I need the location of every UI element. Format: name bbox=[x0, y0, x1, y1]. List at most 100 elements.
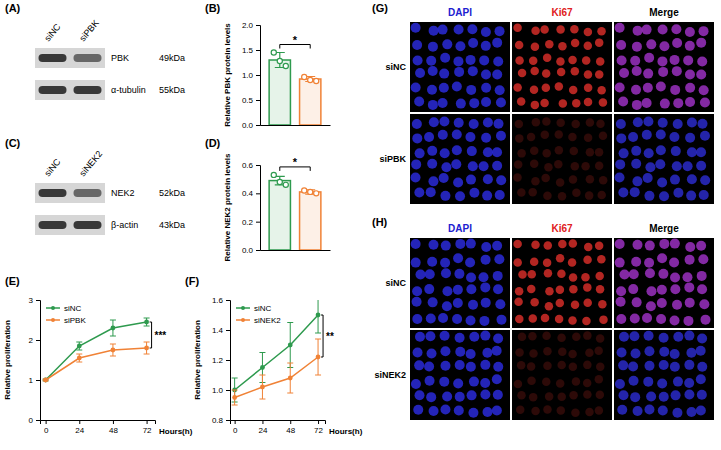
nucleus bbox=[492, 161, 502, 171]
nucleus bbox=[586, 148, 595, 157]
nucleus bbox=[596, 334, 605, 343]
nucleus bbox=[558, 42, 567, 51]
nucleus bbox=[630, 187, 640, 197]
nucleus bbox=[515, 134, 524, 143]
band bbox=[39, 221, 67, 229]
nucleus bbox=[481, 41, 491, 51]
nucleus bbox=[670, 272, 680, 282]
tick: 0.0 bbox=[242, 246, 260, 255]
plot-area bbox=[43, 318, 150, 382]
lane-label: siNC bbox=[42, 157, 63, 179]
tick-mark bbox=[113, 420, 114, 424]
data-point bbox=[302, 74, 307, 79]
nucleus bbox=[696, 161, 706, 171]
nucleus bbox=[569, 175, 578, 184]
lane-label: siNEK2 bbox=[77, 149, 104, 178]
nucleus bbox=[424, 132, 434, 142]
nucleus bbox=[697, 333, 707, 343]
nucleus bbox=[583, 379, 592, 388]
tick-label: 0.5 bbox=[242, 96, 254, 105]
nucleus bbox=[632, 297, 642, 307]
nucleus bbox=[619, 68, 629, 78]
nucleus bbox=[584, 98, 593, 107]
nucleus bbox=[440, 53, 450, 63]
nucleus bbox=[672, 408, 682, 418]
nucleus bbox=[455, 333, 465, 343]
nucleus bbox=[569, 239, 578, 248]
nucleus bbox=[646, 286, 656, 296]
nucleus bbox=[556, 286, 565, 295]
micrograph-bg bbox=[410, 238, 510, 328]
nucleus bbox=[644, 148, 654, 158]
tick-mark bbox=[36, 380, 40, 381]
nucleus bbox=[544, 163, 553, 172]
nucleus bbox=[492, 70, 502, 80]
tick-mark bbox=[226, 420, 230, 421]
image-grid: DAPIKi67MergesiNCsiNEK2 bbox=[374, 223, 714, 420]
tick: 0.2 bbox=[242, 218, 260, 227]
nucleus bbox=[615, 23, 625, 33]
tick-label: 1.4 bbox=[212, 326, 224, 335]
error-bar bbox=[76, 354, 82, 362]
nucleus bbox=[530, 257, 539, 266]
tick-label: 0 bbox=[233, 426, 238, 435]
nucleus bbox=[494, 254, 504, 264]
nucleus bbox=[657, 298, 667, 308]
nucleus bbox=[414, 360, 424, 370]
tick: 1.0 bbox=[242, 71, 260, 80]
data-point bbox=[314, 191, 319, 196]
tick: 1.5 bbox=[242, 46, 260, 55]
bar bbox=[269, 60, 290, 125]
data-point bbox=[314, 78, 319, 83]
series-line bbox=[46, 322, 147, 380]
tick-mark bbox=[256, 222, 260, 223]
nucleus bbox=[696, 38, 706, 48]
data-point bbox=[271, 50, 276, 55]
tick-label: 0.2 bbox=[242, 218, 254, 227]
tick-mark bbox=[79, 420, 80, 424]
nucleus bbox=[697, 56, 707, 66]
nucleus bbox=[425, 376, 435, 386]
nucleus bbox=[531, 407, 540, 416]
nucleus bbox=[670, 175, 680, 185]
significance-label: ** bbox=[326, 331, 334, 342]
nucleus bbox=[492, 241, 502, 251]
panel-letter: (B) bbox=[205, 2, 221, 14]
nucleus bbox=[586, 118, 595, 127]
nucleus bbox=[696, 147, 706, 157]
nucleus bbox=[527, 285, 536, 294]
nucleus bbox=[469, 119, 479, 129]
nucleus bbox=[415, 148, 425, 158]
nucleus bbox=[452, 129, 462, 139]
nucleus bbox=[617, 55, 627, 65]
nucleus bbox=[618, 360, 628, 370]
nucleus bbox=[633, 406, 643, 416]
column-label: DAPI bbox=[448, 7, 472, 18]
nucleus bbox=[616, 297, 626, 307]
nucleus bbox=[646, 391, 656, 401]
nucleus bbox=[481, 83, 491, 93]
blot-strip bbox=[35, 183, 105, 203]
nucleus bbox=[672, 66, 682, 76]
axis-title: Relative NEK2 protein levels bbox=[223, 153, 232, 262]
micrograph-bg bbox=[410, 330, 510, 420]
axis-line bbox=[226, 301, 231, 421]
nucleus bbox=[617, 405, 627, 415]
nucleus bbox=[557, 270, 566, 279]
nucleus bbox=[582, 317, 591, 326]
nucleus bbox=[697, 362, 707, 372]
nucleus bbox=[454, 67, 464, 77]
nucleus bbox=[542, 331, 551, 340]
nucleus bbox=[530, 159, 539, 168]
nucleus bbox=[698, 119, 708, 129]
nucleus bbox=[427, 146, 437, 156]
nucleus bbox=[568, 133, 577, 142]
data-point bbox=[316, 355, 321, 360]
nucleus bbox=[571, 162, 580, 171]
tick-mark bbox=[36, 420, 40, 421]
error-bar bbox=[110, 320, 116, 336]
nucleus bbox=[597, 27, 606, 36]
tick: 0.4 bbox=[242, 189, 260, 198]
nucleus bbox=[671, 24, 681, 34]
legend-marker bbox=[241, 318, 245, 322]
